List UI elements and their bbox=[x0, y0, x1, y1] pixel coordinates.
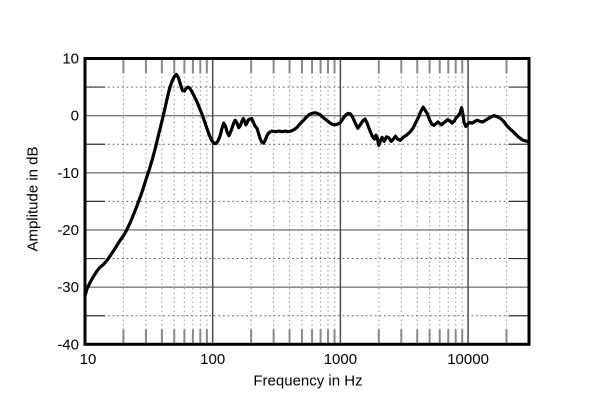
plot-border bbox=[83, 57, 531, 346]
y-tick-label: 10 bbox=[62, 51, 79, 68]
y-tick-label: -10 bbox=[57, 165, 79, 182]
y-axis-title: Amplitude in dB bbox=[24, 146, 42, 252]
x-inner-ticks bbox=[122, 58, 508, 345]
x-tick-label: 100 bbox=[200, 351, 225, 368]
y-tick-label: 0 bbox=[71, 108, 79, 125]
x-axis-title: Frequency in Hz bbox=[253, 372, 363, 390]
y-tick-label: -30 bbox=[57, 279, 79, 296]
x-tick-label: 10 bbox=[80, 351, 97, 368]
y-inner-ticks bbox=[85, 86, 529, 317]
x-tick-label: 10000 bbox=[447, 351, 489, 368]
grid-major-vertical bbox=[211, 58, 469, 345]
y-tick-label: -20 bbox=[57, 222, 79, 239]
x-tick-labels: 10 100 1000 10000 bbox=[80, 351, 489, 368]
x-tick-label: 1000 bbox=[324, 351, 357, 368]
response-curve bbox=[83, 72, 531, 298]
grid-minor-horizontal bbox=[85, 86, 529, 317]
y-tick-label: -40 bbox=[57, 336, 79, 353]
y-tick-labels: 10 0 -10 -20 -30 -40 bbox=[57, 51, 79, 354]
